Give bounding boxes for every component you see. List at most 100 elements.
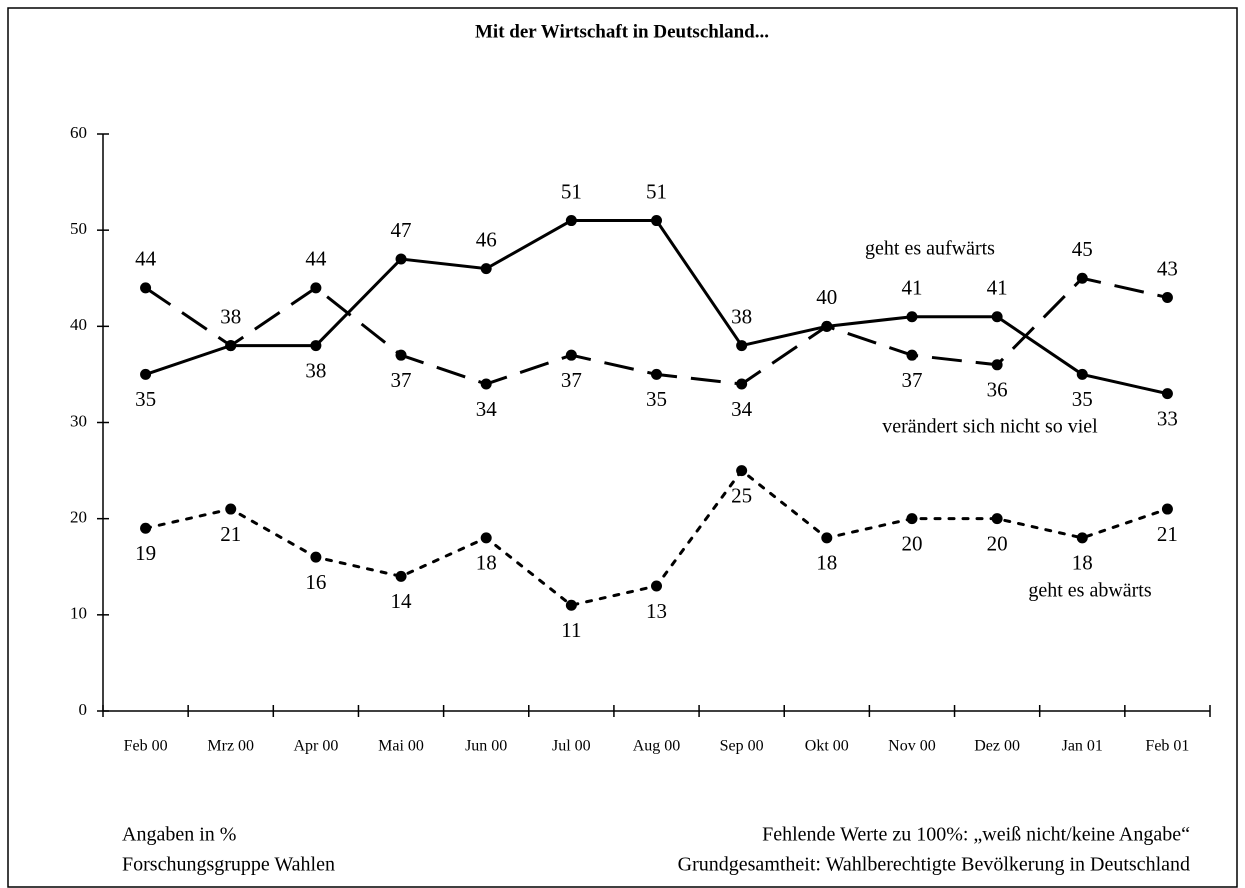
data-label: 41 [987,276,1008,300]
marker [1161,503,1173,515]
data-label: 43 [1157,256,1178,280]
marker [140,368,152,380]
note: Forschungsgruppe Wahlen [122,854,335,876]
data-label: 35 [646,387,667,411]
data-label: 45 [1072,237,1093,261]
marker [651,215,662,227]
data-label: 47 [391,218,412,242]
data-label: 18 [1072,551,1093,575]
series-line [145,219,1168,396]
data-label: 37 [901,368,922,392]
marker [395,570,407,582]
x-tick-label: Okt 00 [805,738,849,755]
data-label: 33 [1157,406,1178,430]
x-tick-label: Dez 00 [974,738,1020,755]
marker [1076,532,1088,544]
marker [1161,388,1173,400]
marker [906,513,918,525]
marker [906,349,918,361]
series-label: verändert sich nicht so viel [882,416,1098,438]
y-tick-label: 50 [70,219,87,238]
note: Fehlende Werte zu 100%: „weiß nicht/kein… [762,824,1190,846]
marker [736,465,748,477]
data-label: 25 [731,483,752,507]
series-label: geht es aufwärts [865,238,995,260]
data-label: 35 [1072,387,1093,411]
data-label: 51 [646,179,667,203]
x-tick-label: Apr 00 [293,738,338,755]
x-tick-label: Mai 00 [378,738,424,755]
y-tick-label: 20 [70,508,87,527]
data-label: 13 [646,599,667,623]
data-label: 18 [816,551,837,575]
marker [821,320,833,332]
data-label: 20 [987,531,1008,555]
marker [736,378,748,390]
x-tick-label: Jun 00 [465,738,507,755]
series-label: geht es abwärts [1028,580,1152,602]
data-label: 44 [305,247,327,271]
frame [7,7,1238,888]
x-tick-label: Jan 01 [1062,738,1103,755]
marker [310,282,322,294]
data-label: 46 [476,227,497,251]
y-tick-label: 60 [70,123,87,142]
marker [395,349,407,361]
marker [991,359,1003,371]
data-label: 38 [731,304,752,328]
x-tick-label: Feb 00 [124,738,168,755]
x-tick-label: Jul 00 [552,738,591,755]
marker [1161,291,1173,303]
marker [480,532,492,544]
data-label: 37 [561,368,582,392]
x-tick-label: Sep 00 [720,738,764,755]
x-tick-label: Nov 00 [888,738,936,755]
x-tick-label: Aug 00 [633,738,681,755]
marker [395,253,407,265]
marker [1076,272,1088,284]
data-label: 35 [135,387,156,411]
marker [480,263,492,275]
marker [906,311,918,323]
marker [140,282,152,294]
x-tick-label: Feb 01 [1145,738,1189,755]
data-label: 38 [305,358,326,382]
data-label: 19 [135,541,156,565]
marker [225,340,237,352]
marker [991,513,1003,525]
series-line [144,276,1168,386]
marker [310,340,322,352]
data-label: 14 [391,589,413,613]
data-label: 18 [476,551,497,575]
marker [1076,368,1088,380]
note: Angaben in % [122,824,236,846]
chart-title: Mit der Wirtschaft in Deutschland... [475,21,769,42]
marker [565,349,577,361]
data-label: 21 [220,522,241,546]
marker [651,368,662,380]
marker [140,522,152,534]
data-label: 20 [901,531,922,555]
marker [480,378,492,390]
data-label: 34 [476,397,498,421]
marker [565,599,577,611]
marker [651,580,662,592]
data-label: 37 [391,368,412,392]
data-label: 41 [901,276,922,300]
data-label: 44 [135,247,157,271]
y-tick-label: 10 [70,604,87,623]
note: Grundgesamtheit: Wahlberechtigte Bevölke… [678,854,1190,876]
y-tick-label: 0 [79,700,88,719]
marker [310,551,322,563]
y-tick-label: 40 [70,315,87,334]
marker [736,340,748,352]
data-label: 21 [1157,522,1178,546]
data-label: 16 [305,570,326,594]
x-tick-label: Mrz 00 [207,738,254,755]
data-label: 51 [561,179,582,203]
data-label: 11 [561,618,581,642]
data-label: 34 [731,397,753,421]
marker [821,532,833,544]
marker [565,215,577,227]
data-label: 40 [816,285,837,309]
